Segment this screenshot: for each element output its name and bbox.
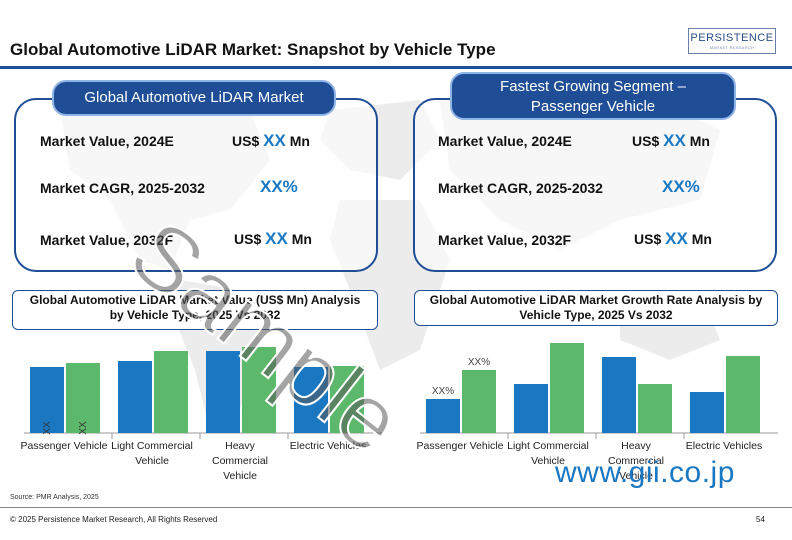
chart-2-bar-2025-0 <box>426 399 460 433</box>
left-row-value-3: US$ XX Mn <box>234 229 312 249</box>
left-row-xx-1: XX <box>263 131 286 150</box>
chart-1-bar-2025-0 <box>30 367 64 433</box>
chart-2-bar-2025-1 <box>514 384 548 433</box>
left-row-prefix-1: US$ <box>232 133 264 149</box>
left-row-suffix-3: Mn <box>287 231 312 247</box>
left-row-label-3: Market Value, 2032F <box>40 232 174 248</box>
chart-2-data-label-1: XX% <box>468 357 490 368</box>
right-row-label-2: Market CAGR, 2025-2032 <box>438 180 603 196</box>
copyright-text: © 2025 Persistence Market Research, All … <box>10 515 218 524</box>
right-row-xx-1: XX <box>663 131 686 150</box>
chart-2-bar-2032-3 <box>726 356 760 433</box>
left-row-label-1: Market Value, 2024E <box>40 133 174 149</box>
chart-2-category-label: Heavy Commercial Vehicle <box>608 440 664 482</box>
chart-2-growth-rate-by-vehicle-type: XX% XX% Passenger Vehicle Light Commercial V… <box>417 343 778 482</box>
chart-2-bar-2032-0 <box>462 370 496 433</box>
chart-1-bar-2025-2 <box>206 351 240 433</box>
chart-1-data-label-0: XX <box>42 421 53 435</box>
left-row-xx-3: XX <box>265 229 288 248</box>
page-number: 54 <box>756 515 765 524</box>
right-row-xx-3: XX <box>665 229 688 248</box>
left-snapshot-panel <box>14 98 378 272</box>
left-row-value-2: XX% <box>260 177 298 197</box>
right-row-suffix-1: Mn <box>685 133 710 149</box>
chart-2-category-label: Electric Vehicles <box>686 440 762 452</box>
chart-2-data-label-0: XX% <box>432 386 454 397</box>
right-row-value-3: US$ XX Mn <box>634 229 712 249</box>
chart-1-bar-2025-3 <box>294 367 328 433</box>
chart-1-bar-2025-1 <box>118 361 152 433</box>
left-panel-heading-text: Global Automotive LiDAR Market <box>84 89 304 106</box>
right-row-label-1: Market Value, 2024E <box>438 133 572 149</box>
right-snapshot-panel <box>413 98 777 272</box>
right-row-label-3: Market Value, 2032F <box>438 232 572 248</box>
chart-1-bar-2032-0 <box>66 363 100 433</box>
chart-2-category-label: Light Commercial Vehicle <box>507 440 589 467</box>
chart-2-title: Global Automotive LiDAR Market Growth Ra… <box>414 290 778 326</box>
left-panel-heading: Global Automotive LiDAR Market <box>52 80 336 116</box>
chart-2-category-label: Passenger Vehicle <box>417 440 504 452</box>
chart-1-bar-2032-1 <box>154 351 188 433</box>
chart-1-category-label: Electric Vehicles <box>290 440 366 452</box>
right-row-xx-2: XX% <box>662 177 700 196</box>
chart-1-category-label: Heavy Commercial Vehicle <box>212 440 268 482</box>
gii-watermark: www.gii.co.jp <box>555 456 735 489</box>
chart-1-data-label-1: XX <box>78 421 89 435</box>
chart-2-bar-2032-2 <box>638 384 672 433</box>
right-panel-heading-line1: Fastest Growing Segment – <box>500 78 686 95</box>
logo-text: PERSISTENCE <box>690 32 774 44</box>
chart-2-bar-2025-3 <box>690 392 724 433</box>
right-panel-heading-line2: Passenger Vehicle <box>530 98 656 115</box>
logo-subtext: MARKET RESEARCH <box>709 45 755 50</box>
left-row-prefix-3: US$ <box>234 231 266 247</box>
right-row-value-1: US$ XX Mn <box>632 131 710 151</box>
right-row-value-2: XX% <box>662 177 700 197</box>
right-row-prefix-3: US$ <box>634 231 666 247</box>
footer-divider <box>0 507 792 508</box>
chart-1-category-label: Passenger Vehicle <box>21 440 108 452</box>
chart-2-bar-2025-2 <box>602 357 636 433</box>
chart-2-bar-2032-1 <box>550 343 584 433</box>
left-row-value-1: US$ XX Mn <box>232 131 310 151</box>
chart-1-bar-2032-3 <box>330 366 364 433</box>
source-note: Source: PMR Analysis, 2025 <box>10 494 99 501</box>
left-row-suffix-1: Mn <box>285 133 310 149</box>
left-row-label-2: Market CAGR, 2025-2032 <box>40 180 205 196</box>
chart-1-category-label: Light Commercial Vehicle <box>111 440 193 467</box>
page-title: Global Automotive LiDAR Market: Snapshot… <box>10 40 496 59</box>
chart-1-bar-2032-2 <box>242 347 276 433</box>
company-logo: PERSISTENCE MARKET RESEARCH <box>688 28 776 54</box>
chart-1-value-by-vehicle-type: XX XX Passenger Vehicle Light Commercial Veh… <box>21 347 382 482</box>
right-row-prefix-1: US$ <box>632 133 664 149</box>
header-divider <box>0 66 792 69</box>
right-panel-heading: Fastest Growing Segment – Passenger Vehi… <box>450 72 736 120</box>
chart-1-title: Global Automotive LiDAR Market Value (US… <box>12 290 378 330</box>
left-row-xx-2: XX% <box>260 177 298 196</box>
right-row-suffix-3: Mn <box>687 231 712 247</box>
